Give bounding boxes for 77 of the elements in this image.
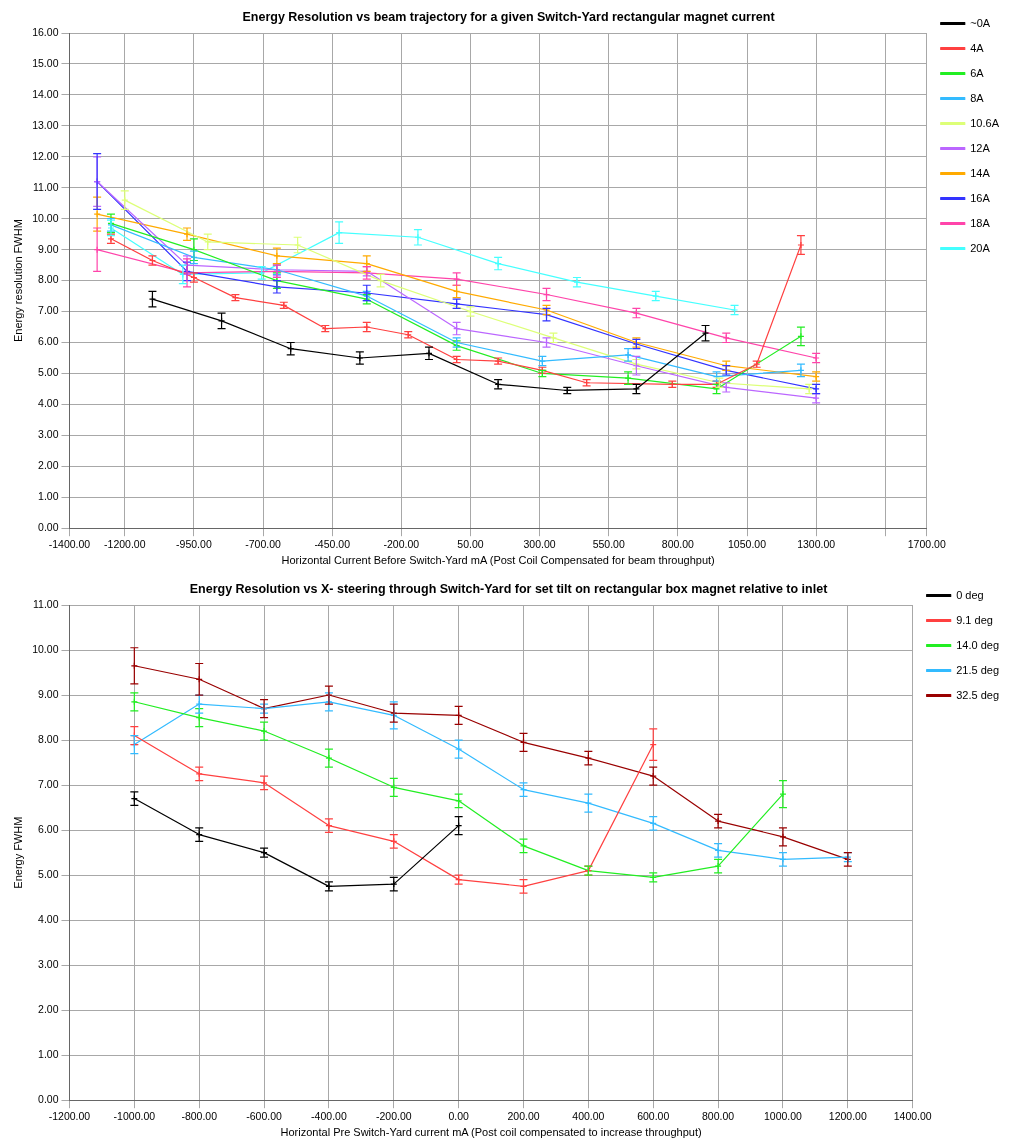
y-axis-title: Energy resolution FWHM	[11, 219, 24, 343]
y-tick-label: 8.00	[38, 273, 59, 286]
x-tick-label: 1300.00	[797, 538, 836, 551]
x-tick-label: 1050.00	[728, 538, 767, 551]
y-tick-label: 9.00	[38, 242, 59, 255]
y-tick-label: 2.00	[38, 459, 59, 472]
y-tick-label: 4.00	[38, 913, 59, 926]
y-tick-label: 11.00	[32, 180, 59, 193]
legend-label: 16A	[970, 191, 991, 204]
x-tick-label: 1200.00	[828, 1110, 867, 1123]
y-tick-label: 11.00	[32, 597, 59, 610]
x-tick-label: -700.00	[245, 538, 282, 551]
legend-label: 9.1 deg	[956, 613, 993, 626]
y-tick-label: 7.00	[38, 777, 59, 790]
x-tick-label: 0.00	[448, 1110, 470, 1123]
y-tick-label: 10.00	[32, 211, 59, 224]
x-tick-label: -1000.00	[113, 1110, 156, 1123]
x-tick-label: -1200.00	[48, 1110, 91, 1123]
x-tick-label: -200.00	[375, 1110, 412, 1123]
y-tick-label: 4.00	[38, 397, 59, 410]
legend-label: 18A	[970, 216, 991, 229]
y-tick-label: 2.00	[38, 1003, 59, 1016]
x-tick-label: 800.00	[661, 538, 695, 551]
y-tick-label: 15.00	[32, 56, 59, 69]
x-tick-label: -600.00	[246, 1110, 283, 1123]
y-tick-label: 0.00	[38, 1093, 59, 1106]
y-tick-label: 3.00	[38, 428, 59, 441]
y-tick-label: 1.00	[38, 490, 59, 503]
x-tick-label: -450.00	[314, 538, 351, 551]
y-tick-label: 8.00	[38, 732, 59, 745]
y-tick-label: 16.00	[32, 25, 59, 38]
x-tick-label: 1400.00	[893, 1110, 932, 1123]
legend-label: 32.5 deg	[956, 688, 1000, 701]
x-tick-label: 550.00	[592, 538, 625, 551]
x-tick-label: 1000.00	[763, 1110, 803, 1123]
x-tick-label: -1200.00	[104, 538, 146, 551]
y-tick-label: 10.00	[32, 642, 59, 655]
x-tick-label: 200.00	[507, 1110, 540, 1123]
y-tick-label: 6.00	[38, 335, 59, 348]
x-tick-label: -400.00	[311, 1110, 347, 1123]
x-tick-label: 1700.00	[907, 538, 946, 551]
legend-label: 14.0 deg	[956, 638, 1000, 651]
legend-label: 14A	[970, 166, 991, 179]
y-tick-label: 13.00	[32, 118, 59, 131]
chart-title: Energy Resolution vs X- steering through Switch-Yard for set tilt on rectangular box magnet relative to inlet	[189, 581, 829, 596]
y-tick-label: 7.00	[38, 304, 59, 317]
legend-label: 20A	[970, 241, 991, 254]
x-tick-label: 400.00	[572, 1110, 605, 1123]
x-axis-title: Horizontal Current Before Switch-Yard mA (Post Coil Compensated for beam throughput)	[281, 554, 715, 567]
legend-label: 21.5 deg	[956, 663, 1000, 676]
legend-label: 12A	[970, 141, 991, 154]
x-tick-label: -800.00	[181, 1110, 218, 1123]
x-axis-title: Horizontal Pre Switch-Yard current mA (Post coil compensated to increase throughput)	[280, 1126, 702, 1139]
x-tick-label: 800.00	[702, 1110, 735, 1123]
legend-label: 8A	[970, 91, 985, 104]
legend-label: 10.6A	[970, 116, 1000, 129]
y-tick-label: 9.00	[38, 687, 59, 700]
y-tick-label: 1.00	[38, 1048, 59, 1061]
x-tick-label: 50.00	[457, 538, 484, 551]
chart-title: Energy Resolution vs beam trajectory for a given Switch-Yard rectangular magnet current	[242, 9, 776, 24]
x-tick-label: -950.00	[176, 538, 212, 551]
y-axis-title: Energy FWHM	[11, 816, 24, 889]
legend-label: 0 deg	[956, 588, 984, 601]
legend-label: ~0A	[970, 16, 991, 29]
y-tick-label: 0.00	[38, 521, 59, 534]
x-tick-label: -200.00	[383, 538, 420, 551]
y-tick-label: 5.00	[38, 366, 59, 379]
y-tick-label: 12.00	[32, 149, 59, 162]
y-tick-label: 14.00	[32, 87, 59, 100]
legend-label: 4A	[970, 41, 985, 54]
y-tick-label: 3.00	[38, 958, 59, 971]
legend-label: 6A	[970, 66, 985, 79]
y-tick-label: 6.00	[38, 822, 59, 835]
x-tick-label: -1400.00	[48, 538, 91, 551]
x-tick-label: 300.00	[523, 538, 556, 551]
y-tick-label: 5.00	[38, 868, 59, 880]
x-tick-label: 600.00	[637, 1110, 670, 1123]
